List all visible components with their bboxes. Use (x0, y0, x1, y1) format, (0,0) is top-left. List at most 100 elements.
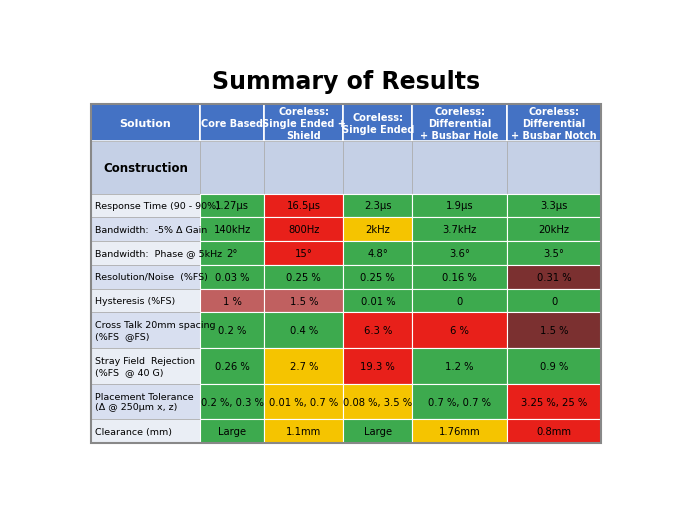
Text: 0.26 %: 0.26 % (215, 361, 250, 371)
Bar (412, 218, 507, 241)
Text: 3.5°: 3.5° (543, 248, 564, 259)
Bar (90, 265, 200, 289)
Bar (507, 420, 601, 443)
Text: 20kHz: 20kHz (539, 225, 570, 235)
Text: Large: Large (218, 426, 246, 436)
Text: 0: 0 (456, 296, 462, 306)
Bar (264, 348, 344, 384)
Bar (412, 348, 507, 384)
Text: Construction: Construction (103, 162, 188, 175)
Text: 3.7kHz: 3.7kHz (442, 225, 477, 235)
Bar (507, 105, 601, 142)
Text: 0.2 %, 0.3 %: 0.2 %, 0.3 % (201, 397, 264, 407)
Text: 3.25 %, 25 %: 3.25 %, 25 % (521, 397, 587, 407)
Bar (200, 105, 264, 142)
Bar (507, 241, 601, 265)
Bar (344, 348, 412, 384)
Bar (90, 105, 601, 443)
Text: 16.5µs: 16.5µs (287, 201, 321, 211)
Bar (200, 218, 264, 241)
Bar (507, 384, 601, 420)
Text: 0.2 %: 0.2 % (218, 326, 246, 336)
Bar (90, 348, 200, 384)
Text: 6.3 %: 6.3 % (364, 326, 392, 336)
Text: Resolution/Noise  (%FS): Resolution/Noise (%FS) (95, 273, 208, 282)
Text: Coreless:
Single Ended +
Shield: Coreless: Single Ended + Shield (262, 107, 346, 140)
Bar (264, 142, 344, 194)
Bar (200, 348, 264, 384)
Text: Core Based: Core Based (201, 119, 263, 129)
Bar (200, 420, 264, 443)
Text: Clearance (mm): Clearance (mm) (95, 427, 172, 436)
Bar (507, 265, 601, 289)
Text: Summary of Results: Summary of Results (212, 70, 480, 94)
Text: 1.76mm: 1.76mm (439, 426, 481, 436)
Text: 140kHz: 140kHz (214, 225, 251, 235)
Bar (200, 241, 264, 265)
Bar (507, 218, 601, 241)
Bar (264, 289, 344, 313)
Text: 0.8mm: 0.8mm (537, 426, 572, 436)
Text: Coreless:
Differential
+ Busbar Notch: Coreless: Differential + Busbar Notch (511, 107, 597, 140)
Bar (90, 194, 200, 218)
Bar (507, 142, 601, 194)
Bar (264, 313, 344, 348)
Bar (412, 384, 507, 420)
Text: 3.6°: 3.6° (449, 248, 470, 259)
Text: 0.01 %: 0.01 % (360, 296, 395, 306)
Bar (412, 265, 507, 289)
Text: 0.25 %: 0.25 % (286, 272, 321, 282)
Text: 0.25 %: 0.25 % (360, 272, 396, 282)
Text: Cross Talk 20mm spacing
(%FS  @FS): Cross Talk 20mm spacing (%FS @FS) (95, 321, 216, 340)
Text: 0.31 %: 0.31 % (537, 272, 571, 282)
Text: 1.1mm: 1.1mm (286, 426, 321, 436)
Text: 0: 0 (551, 296, 557, 306)
Text: Large: Large (364, 426, 392, 436)
Bar (412, 289, 507, 313)
Bar (412, 142, 507, 194)
Bar (344, 218, 412, 241)
Bar (264, 265, 344, 289)
Bar (507, 194, 601, 218)
Bar (344, 265, 412, 289)
Bar (200, 194, 264, 218)
Bar (90, 289, 200, 313)
Text: 1.27µs: 1.27µs (215, 201, 249, 211)
Bar (200, 265, 264, 289)
Text: 3.3µs: 3.3µs (541, 201, 568, 211)
Bar (264, 241, 344, 265)
Bar (412, 194, 507, 218)
Bar (507, 289, 601, 313)
Bar (264, 105, 344, 142)
Bar (90, 384, 200, 420)
Text: Coreless:
Single Ended: Coreless: Single Ended (342, 113, 414, 134)
Text: 1.2 %: 1.2 % (446, 361, 474, 371)
Bar (344, 313, 412, 348)
Bar (344, 105, 412, 142)
Bar (344, 420, 412, 443)
Text: Coreless:
Differential
+ Busbar Hole: Coreless: Differential + Busbar Hole (421, 107, 499, 140)
Bar (412, 313, 507, 348)
Text: 4.8°: 4.8° (367, 248, 388, 259)
Text: Response Time (90 - 90%): Response Time (90 - 90%) (95, 201, 220, 211)
Text: 0.7 %, 0.7 %: 0.7 %, 0.7 % (428, 397, 491, 407)
Bar (412, 105, 507, 142)
Text: 0.01 %, 0.7 %: 0.01 %, 0.7 % (269, 397, 338, 407)
Bar (200, 313, 264, 348)
Text: Stray Field  Rejection
(%FS  @ 40 G): Stray Field Rejection (%FS @ 40 G) (95, 357, 195, 376)
Bar (200, 289, 264, 313)
Bar (412, 241, 507, 265)
Text: 1.9µs: 1.9µs (446, 201, 473, 211)
Bar (264, 218, 344, 241)
Bar (90, 105, 200, 142)
Text: 2kHz: 2kHz (365, 225, 390, 235)
Bar (90, 420, 200, 443)
Text: 0.4 %: 0.4 % (290, 326, 318, 336)
Text: 0.03 %: 0.03 % (215, 272, 250, 282)
Bar (90, 313, 200, 348)
Text: Bandwidth:  -5% Δ Gain: Bandwidth: -5% Δ Gain (95, 225, 207, 234)
Bar (90, 218, 200, 241)
Text: Bandwidth:  Phase @ 5kHz: Bandwidth: Phase @ 5kHz (95, 249, 222, 258)
Bar (90, 142, 200, 194)
Bar (344, 241, 412, 265)
